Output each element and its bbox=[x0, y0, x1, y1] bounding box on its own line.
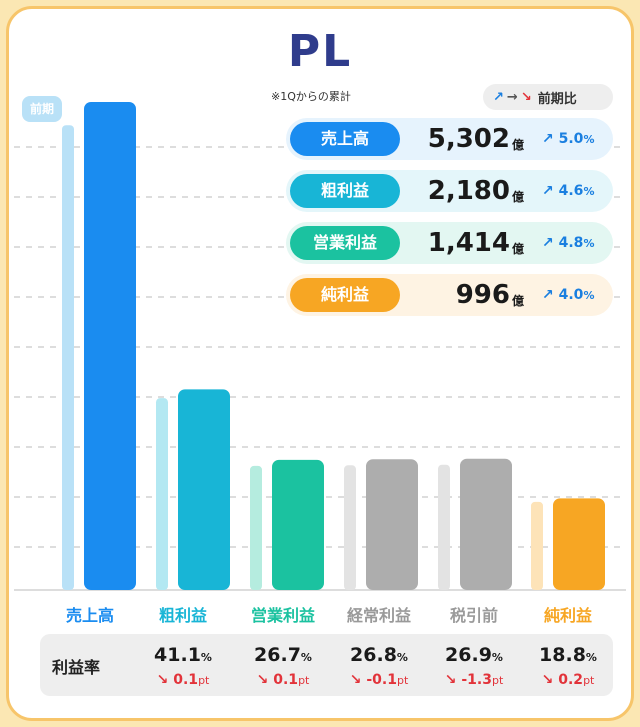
previous-period-tag: 前期 bbox=[22, 96, 62, 122]
kpi-row-operating-profit: 営業利益 1,414 億 ↗ 4.8% bbox=[286, 222, 613, 264]
kpi-unit: 億 bbox=[512, 189, 525, 204]
profit-margin-row bbox=[40, 634, 613, 696]
down-arrow-icon: ↘ bbox=[444, 672, 457, 688]
margin-change: ↘ -1.3pt bbox=[444, 672, 504, 688]
kpi-row-net-profit: 純利益 996 億 ↗ 4.0% bbox=[286, 274, 613, 316]
bar-current-1 bbox=[84, 102, 136, 590]
bar-current-6 bbox=[553, 498, 605, 590]
kpi-change-pct: % bbox=[583, 185, 595, 198]
margin-value: 41.1% bbox=[154, 644, 212, 666]
bar-current-4 bbox=[366, 459, 418, 590]
right-arrow-icon: → bbox=[506, 89, 518, 105]
margin-change: ↘ 0.1pt bbox=[156, 672, 210, 688]
bar-current-3 bbox=[272, 459, 324, 590]
bar-previous-3 bbox=[250, 465, 262, 590]
bar-previous-2 bbox=[156, 398, 168, 590]
kpi-unit: 億 bbox=[512, 293, 525, 308]
bar-current-2 bbox=[178, 389, 230, 590]
kpi-label: 売上高 bbox=[290, 122, 400, 156]
yoy-legend: ↗ → ↘ 前期比 bbox=[483, 84, 613, 110]
kpi-change-pct: % bbox=[583, 133, 595, 146]
category-label: 売上高 bbox=[65, 606, 114, 625]
category-label: 税引前 bbox=[449, 606, 498, 625]
category-label: 営業利益 bbox=[250, 606, 315, 625]
down-arrow-icon: ↘ bbox=[256, 672, 269, 688]
up-arrow-icon: ↗ bbox=[493, 89, 504, 105]
kpi-label: 粗利益 bbox=[290, 174, 400, 208]
margin-value: 26.8% bbox=[350, 644, 408, 666]
kpi-change-value: 5.0 bbox=[558, 131, 584, 147]
down-arrow-icon: ↘ bbox=[156, 672, 169, 688]
kpi-row-gross-profit: 粗利益 2,180 億 ↗ 4.6% bbox=[286, 170, 613, 212]
kpi-change: ↗ 4.0% bbox=[542, 287, 594, 303]
chart-title: PL bbox=[287, 26, 353, 77]
up-arrow-icon: ↗ bbox=[542, 235, 554, 251]
category-label: 粗利益 bbox=[158, 606, 207, 625]
category-label: 経常利益 bbox=[346, 606, 411, 625]
kpi-unit: 億 bbox=[512, 137, 525, 152]
margin-change: ↘ -0.1pt bbox=[349, 672, 409, 688]
cumulative-note: ※1Qからの累計 bbox=[271, 90, 351, 103]
kpi-change-value: 4.6 bbox=[558, 183, 584, 199]
margin-change: ↘ 0.1pt bbox=[256, 672, 310, 688]
margin-change: ↘ 0.2pt bbox=[541, 672, 595, 688]
down-arrow-icon: ↘ bbox=[541, 672, 554, 688]
kpi-unit: 億 bbox=[512, 241, 525, 256]
margin-value: 18.8% bbox=[539, 644, 597, 666]
kpi-value: 5,302 bbox=[427, 124, 510, 154]
kpi-value: 996 bbox=[455, 280, 510, 310]
yoy-legend-label: 前期比 bbox=[537, 91, 577, 107]
kpi-change-value: 4.0 bbox=[558, 287, 584, 303]
margin-value: 26.9% bbox=[445, 644, 503, 666]
down-arrow-icon: ↘ bbox=[520, 89, 532, 105]
bar-previous-6 bbox=[531, 501, 543, 590]
up-arrow-icon: ↗ bbox=[542, 183, 554, 199]
kpi-change: ↗ 4.8% bbox=[542, 235, 594, 251]
kpi-change: ↗ 5.0% bbox=[542, 131, 594, 147]
up-arrow-icon: ↗ bbox=[542, 131, 554, 147]
bar-previous-1 bbox=[62, 125, 74, 590]
kpi-value: 1,414 bbox=[427, 228, 510, 258]
kpi-change-pct: % bbox=[583, 289, 595, 302]
kpi-label: 営業利益 bbox=[290, 226, 400, 260]
kpi-row-sales: 売上高 5,302 億 ↗ 5.0% bbox=[286, 118, 613, 160]
kpi-label: 純利益 bbox=[290, 278, 400, 312]
category-label: 純利益 bbox=[543, 606, 592, 625]
kpi-change: ↗ 4.6% bbox=[542, 183, 594, 199]
up-arrow-icon: ↗ bbox=[542, 287, 554, 303]
kpi-change-value: 4.8 bbox=[558, 235, 584, 251]
bar-previous-5 bbox=[438, 464, 450, 590]
kpi-value: 2,180 bbox=[427, 176, 510, 206]
bar-previous-4 bbox=[344, 465, 356, 590]
profit-margin-title: 利益率 bbox=[52, 658, 101, 677]
margin-value: 26.7% bbox=[254, 644, 312, 666]
bar-current-5 bbox=[460, 458, 512, 590]
kpi-change-pct: % bbox=[583, 237, 595, 250]
down-arrow-icon: ↘ bbox=[349, 672, 362, 688]
